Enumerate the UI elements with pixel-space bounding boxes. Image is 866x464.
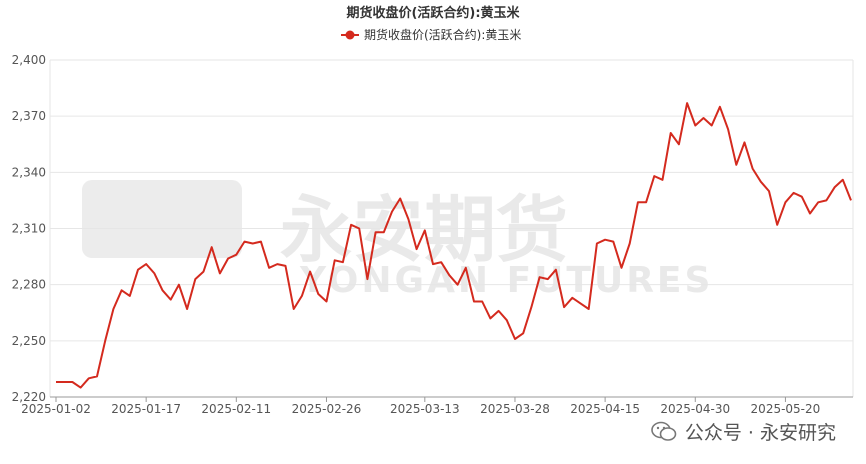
x-tick-label: 2025-03-28	[480, 402, 550, 416]
grid	[49, 59, 854, 398]
watermark-en: YONGAN FUTURES	[299, 260, 713, 301]
series-group	[56, 102, 852, 389]
footer: 公众号 · 永安研究	[651, 418, 836, 445]
y-tick-label: 2,340	[12, 165, 46, 179]
x-tick-label: 2025-03-13	[390, 402, 460, 416]
x-tick-label: 2025-01-02	[21, 402, 91, 416]
legend-marker	[345, 30, 355, 40]
legend-label: 期货收盘价(活跃合约):黄玉米	[364, 27, 521, 42]
x-tick-label: 2025-02-26	[292, 402, 362, 416]
series-line	[56, 102, 852, 389]
y-tick-label: 2,370	[12, 109, 46, 123]
x-axis: 2025-01-02 2025-01-17 2025-02-11 2025-02-26…	[21, 396, 853, 416]
y-tick-label: 2,250	[12, 334, 46, 348]
legend[interactable]: 期货收盘价(活跃合约):黄玉米	[341, 27, 521, 42]
y-tick-label: 2,400	[12, 53, 46, 67]
x-tick-label: 2025-04-30	[660, 402, 730, 416]
y-tick-label: 2,220	[12, 390, 46, 404]
wechat-icon	[651, 421, 677, 443]
y-axis: 2,220 2,250 2,280 2,310 2,340 2,370 2,400	[12, 53, 46, 404]
x-tick-label: 2025-01-17	[111, 402, 181, 416]
footer-label: 公众号 · 永安研究	[684, 422, 836, 444]
x-tick-label: 2025-02-11	[201, 402, 271, 416]
x-tick-label: 2025-05-20	[751, 402, 821, 416]
watermark: 永安期货 YONGAN FUTURES	[82, 180, 713, 301]
y-tick-label: 2,280	[12, 278, 46, 292]
y-tick-label: 2,310	[12, 222, 46, 236]
x-tick-label: 2025-04-15	[570, 402, 640, 416]
chart-title: 期货收盘价(活跃合约):黄玉米	[346, 5, 520, 21]
